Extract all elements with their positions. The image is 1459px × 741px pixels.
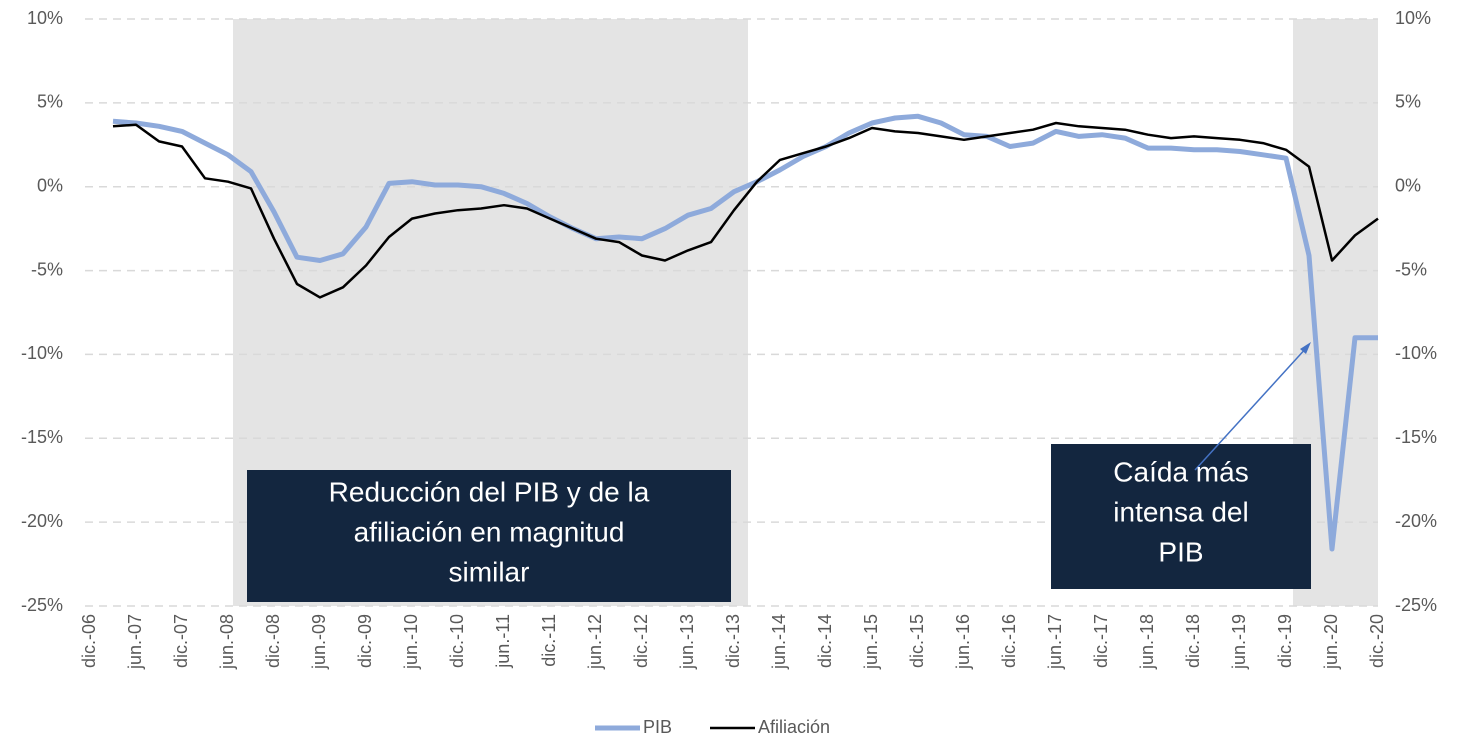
- x-tick-label: dic.-11: [539, 614, 559, 667]
- x-tick-label: jun.-17: [1045, 614, 1065, 670]
- x-tick-label: dic.-06: [79, 614, 99, 668]
- annotation-box: [247, 470, 731, 602]
- grid: [85, 18, 1378, 607]
- annotation-text: Reducción del PIB y de la: [329, 476, 650, 507]
- annotation-box: [1051, 444, 1311, 589]
- y2-tick-label: -10%: [1395, 343, 1437, 363]
- y-tick-label: -20%: [21, 511, 63, 531]
- x-tick-label: dic.-20: [1367, 614, 1387, 668]
- annotation-text: Caída más: [1113, 456, 1248, 487]
- annotation-text: intensa del: [1113, 496, 1248, 527]
- labels: -25% -20% -15% -10% -5% 0% 5% 10% -25% -20% -15% -1…: [21, 8, 1437, 737]
- series-line: [112, 121, 1379, 299]
- x-tick-label: dic.-08: [263, 614, 283, 668]
- x-tick-label: jun.-11: [493, 614, 513, 669]
- x-tick-label: jun.-08: [217, 614, 237, 670]
- y2-tick-label: -15%: [1395, 427, 1437, 447]
- x-tick-label: dic.-19: [1275, 614, 1295, 668]
- lines: [112, 113, 1379, 552]
- legend-label: PIB: [643, 717, 672, 737]
- y2-tick-label: -5%: [1395, 259, 1427, 279]
- x-tick-label: jun.-20: [1321, 614, 1341, 670]
- x-tick-label: dic.-07: [171, 614, 191, 668]
- x-tick-label: dic.-18: [1183, 614, 1203, 668]
- y-tick-label: 5%: [37, 92, 63, 112]
- y-tick-label: -5%: [31, 259, 63, 279]
- y2-tick-label: 5%: [1395, 92, 1421, 112]
- y-tick-label: 10%: [27, 8, 63, 28]
- x-tick-label: jun.-12: [585, 614, 605, 670]
- y2-tick-label: -20%: [1395, 511, 1437, 531]
- x-tick-label: jun.-16: [953, 614, 973, 670]
- y2-tick-label: 0%: [1395, 175, 1421, 195]
- x-tick-label: dic.-17: [1091, 614, 1111, 668]
- x-tick-label: jun.-10: [401, 614, 421, 670]
- x-tick-label: jun.-09: [309, 614, 329, 670]
- series-line: [112, 113, 1378, 552]
- legend-label: Afiliación: [758, 717, 830, 737]
- y-tick-label: -10%: [21, 343, 63, 363]
- x-tick-label: jun.-14: [769, 614, 789, 670]
- x-tick-label: jun.-18: [1137, 614, 1157, 670]
- arrow: [1194, 345, 1309, 471]
- x-tick-label: jun.-13: [677, 614, 697, 670]
- x-tick-label: dic.-15: [907, 614, 927, 668]
- x-tick-label: dic.-13: [723, 614, 743, 668]
- x-tick-label: dic.-10: [447, 614, 467, 668]
- annotation-text: similar: [449, 556, 530, 587]
- x-tick-label: jun.-19: [1229, 614, 1249, 670]
- arrow-head: [1300, 342, 1311, 354]
- annotation-text: PIB: [1158, 536, 1203, 567]
- y-tick-label: -25%: [21, 595, 63, 615]
- y2-tick-label: -25%: [1395, 595, 1437, 615]
- y-tick-label: -15%: [21, 427, 63, 447]
- y2-tick-label: 10%: [1395, 8, 1431, 28]
- x-tick-label: dic.-12: [631, 614, 651, 668]
- x-tick-label: dic.-14: [815, 614, 835, 668]
- y-tick-label: 0%: [37, 175, 63, 195]
- x-tick-label: dic.-09: [355, 614, 375, 668]
- x-tick-label: dic.-16: [999, 614, 1019, 668]
- annotation-text: afiliación en magnitud: [354, 516, 625, 547]
- x-tick-label: jun.-07: [125, 614, 145, 670]
- x-tick-label: jun.-15: [861, 614, 881, 670]
